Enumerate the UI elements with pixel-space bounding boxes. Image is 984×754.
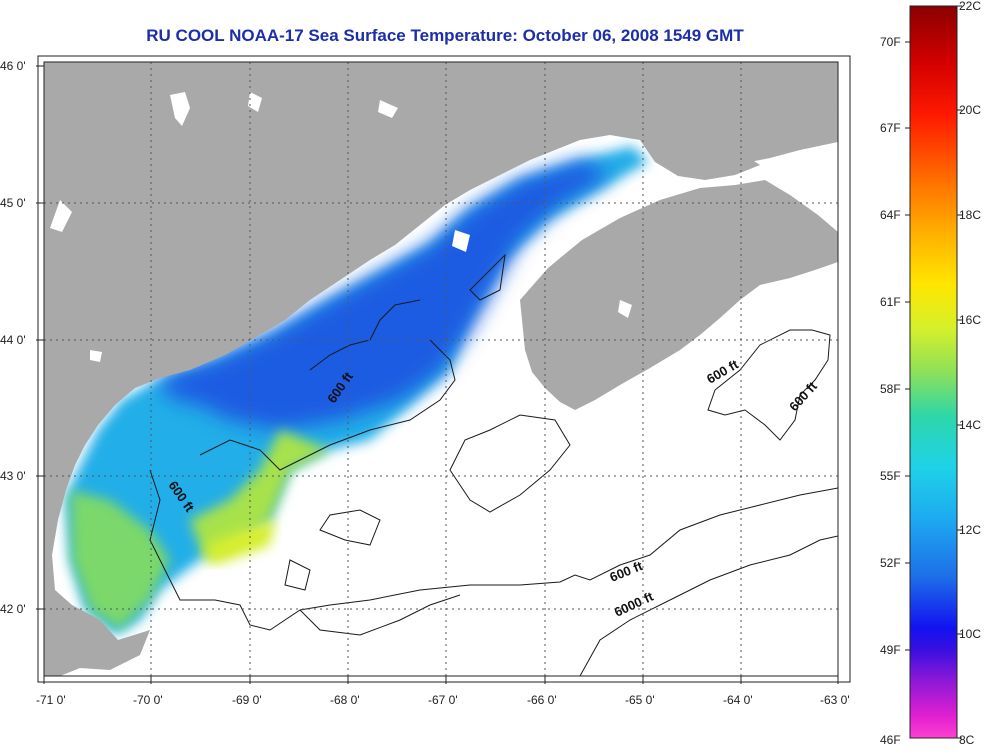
colorbar-label-c: 20C [959, 103, 982, 117]
map-frame [43, 61, 839, 677]
lon-label: -66 0' [527, 693, 557, 707]
lat-label: 46 0' [0, 59, 26, 73]
colorbar-label-c: 16C [959, 313, 982, 327]
colorbar-label-f: 64F [880, 208, 901, 222]
colorbar-label-c: 8C [959, 733, 975, 747]
lon-label: -69 0' [232, 693, 262, 707]
lat-label: 43 0' [0, 469, 26, 483]
colorbar-label-c: 10C [959, 627, 982, 641]
lon-label: -64 0' [723, 693, 753, 707]
colorbar-label-c: 18C [959, 208, 982, 222]
colorbar-label-f: 55F [880, 469, 901, 483]
lon-label: -67 0' [428, 693, 458, 707]
lon-label: -70 0' [133, 693, 163, 707]
tick-marks [36, 65, 839, 684]
colorbar-label-c: 14C [959, 418, 982, 432]
lon-label: -63 0' [820, 693, 850, 707]
lakes [50, 92, 632, 362]
colorbar-label-f: 46F [880, 733, 901, 747]
colorbar-label-f: 70F [880, 35, 901, 49]
colorbar-ticks [905, 5, 962, 739]
colorbar-label-f: 49F [880, 643, 901, 657]
colorbar-gradient [909, 5, 958, 739]
colorbar-label-c: 12C [959, 523, 982, 537]
colorbar-label-f: 58F [880, 382, 901, 396]
colorbar-label-c: 22C [959, 0, 982, 13]
outer-frame [37, 55, 851, 683]
lat-label: 42 0' [0, 602, 26, 616]
lon-label: -65 0' [625, 693, 655, 707]
colorbar-label-f: 61F [880, 295, 901, 309]
land [44, 62, 838, 676]
graticule [44, 62, 838, 676]
lon-label: -71 0' [36, 693, 66, 707]
bathymetry-contours [149, 253, 838, 676]
colorbar-label-f: 67F [880, 121, 901, 135]
map-title: RU COOL NOAA-17 Sea Surface Temperature:… [146, 26, 744, 45]
lon-label: -68 0' [330, 693, 360, 707]
colorbar-label-f: 52F [880, 556, 901, 570]
lat-label: 44 0' [0, 333, 26, 347]
lat-label: 45 0' [0, 196, 26, 210]
